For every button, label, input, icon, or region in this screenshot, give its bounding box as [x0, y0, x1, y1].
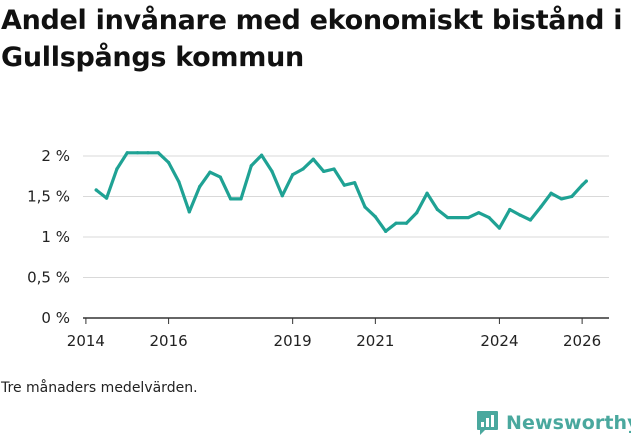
data-point [187, 210, 191, 214]
data-point [115, 167, 119, 171]
y-tick-label: 1,5 % [27, 188, 70, 206]
data-point [270, 169, 274, 173]
x-tick-label: 2014 [67, 332, 105, 350]
data-point [549, 191, 553, 195]
data-point [456, 215, 460, 220]
y-tick-label: 1 % [41, 228, 70, 246]
brand-name: Newsworthy [506, 412, 631, 434]
y-tick-label: 0,5 % [27, 269, 70, 287]
y-axis-labels: 0 % 0,5 % 1 % 1,5 % 2 % [27, 147, 70, 327]
data-point [404, 221, 408, 225]
data-point [332, 167, 336, 171]
data-point [94, 188, 98, 192]
data-point [198, 185, 202, 189]
x-tick-label: 2019 [274, 332, 312, 350]
data-point [466, 215, 471, 220]
x-axis: 2014 2016 2019 2021 2024 2026 [67, 317, 609, 350]
data-point [342, 183, 346, 187]
data-point [311, 157, 315, 161]
data-point [239, 197, 243, 201]
series-line [94, 151, 588, 233]
series [94, 151, 588, 233]
data-point [291, 173, 295, 177]
newsworthy-logo-icon [477, 411, 498, 435]
data-point [135, 151, 140, 155]
data-point [539, 205, 543, 209]
data-point [435, 207, 439, 212]
data-point [146, 151, 150, 155]
newsworthy-logo[interactable]: Newsworthy [476, 408, 631, 438]
x-tick-label: 2021 [356, 332, 394, 350]
data-point [518, 213, 522, 217]
data-point [229, 197, 233, 201]
x-tick-label: 2016 [150, 332, 188, 350]
data-point [425, 191, 429, 195]
data-point [166, 160, 171, 165]
data-point [415, 211, 419, 215]
data-point [353, 181, 357, 185]
data-point [384, 229, 388, 233]
data-point [446, 215, 450, 220]
data-point [363, 205, 367, 209]
x-tick-label: 2026 [563, 332, 601, 350]
data-point [394, 221, 398, 225]
data-point [487, 215, 491, 220]
data-point [177, 180, 181, 184]
data-point [280, 194, 284, 198]
data-point [477, 211, 481, 215]
data-point [497, 226, 502, 230]
data-point [249, 164, 253, 168]
chart-title: Andel invånare med ekonomiskt bistånd i … [1, 5, 623, 73]
data-point [580, 183, 584, 187]
data-point [218, 175, 222, 179]
data-point [104, 196, 109, 200]
grid [83, 155, 609, 278]
data-point [156, 151, 160, 155]
data-point [508, 207, 512, 212]
y-tick-label: 2 % [41, 147, 70, 165]
data-point [322, 169, 326, 173]
y-tick-label: 0 % [41, 309, 70, 327]
data-point [373, 215, 377, 219]
data-point [584, 179, 588, 183]
data-point [208, 170, 212, 174]
data-point [301, 167, 305, 171]
data-point [559, 197, 564, 201]
data-point [125, 151, 129, 155]
data-point [528, 218, 533, 222]
data-point [260, 153, 264, 157]
x-tick-label: 2024 [480, 332, 518, 350]
footnote: Tre månaders medelvärden. [1, 380, 198, 396]
data-point [570, 194, 574, 199]
